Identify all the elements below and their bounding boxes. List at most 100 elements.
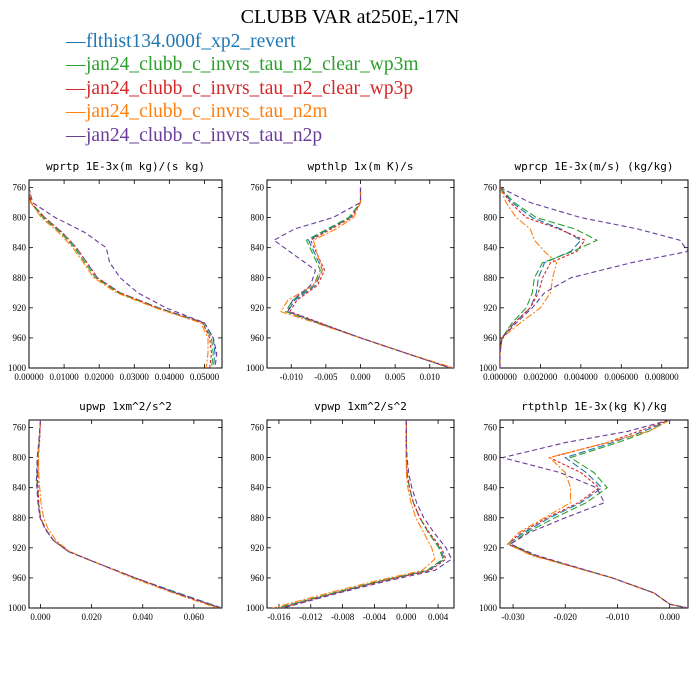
y-tick-label: 920 <box>484 303 498 313</box>
plot-frame <box>266 419 455 609</box>
y-tick-label: 960 <box>484 333 498 343</box>
x-tick-label: 0.000 <box>660 612 681 622</box>
legend-label: flthist134.000f_xp2_revert <box>86 31 296 52</box>
y-tick-label: 880 <box>13 513 27 523</box>
plot-frame <box>499 419 689 609</box>
y-tick-label: 800 <box>13 453 27 463</box>
y-tick-label: 760 <box>13 183 27 193</box>
y-tick-label: 800 <box>13 213 27 223</box>
legend-item: —flthist134.000f_xp2_revert <box>66 30 419 53</box>
plot-frame <box>266 179 455 369</box>
series-line <box>282 420 453 608</box>
panel: upwp 1xm^2/s^2 760 800 840 880 920 960 10000.00… <box>8 400 223 622</box>
panel-title: upwp 1xm^2/s^2 <box>79 400 172 413</box>
x-tick-label: 0.01000 <box>49 372 79 382</box>
panel: wprtp 1E-3x(m kg)/(s kg) 760 800 840 880 920 9… <box>8 160 223 382</box>
y-tick-label: 800 <box>251 213 265 223</box>
y-tick-label: 760 <box>484 183 498 193</box>
x-tick-label: 0.006000 <box>604 372 638 382</box>
y-tick-label: 880 <box>484 513 498 523</box>
series-line <box>500 187 582 368</box>
series-line <box>29 187 209 368</box>
x-tick-label: 0.060 <box>184 612 205 622</box>
series-line <box>37 420 221 608</box>
panel-title: wprcp 1E-3x(m/s) (kg/kg) <box>515 160 674 173</box>
x-tick-label: 0.004000 <box>564 372 598 382</box>
y-tick-label: 800 <box>251 453 265 463</box>
series-line <box>286 187 451 368</box>
x-tick-label: 0.008000 <box>645 372 679 382</box>
panel: vpwp 1xm^2/s^27608008408809209601000-0.0… <box>246 400 455 622</box>
page-title: CLUBB VAR at250E,-17N <box>240 6 460 28</box>
y-tick-label: 760 <box>251 423 265 433</box>
series-line <box>29 187 214 368</box>
x-tick-label: 0.000 <box>396 612 417 622</box>
y-tick-label: 800 <box>484 453 498 463</box>
series-line <box>36 420 222 608</box>
legend-label: jan24_clubb_c_invrs_tau_n2p <box>86 124 323 146</box>
y-tick-label: 960 <box>251 573 265 583</box>
y-tick-label: 920 <box>13 303 27 313</box>
y-tick-label: 840 <box>13 483 27 493</box>
x-tick-label: 0.00000 <box>14 372 44 382</box>
series-line <box>37 420 218 608</box>
panel: wpthlp 1x(m K)/s 760 800 840 880 920 960 1000 -0… <box>246 160 455 382</box>
series-line <box>506 420 688 608</box>
panel: wprcp 1E-3x(m/s) (kg/kg) 760 800 840 880 920 9… <box>479 160 689 382</box>
series-line <box>500 187 688 368</box>
panel-title: vpwp 1xm^2/s^2 <box>314 400 407 413</box>
x-tick-label: -0.012 <box>299 612 322 622</box>
series-line <box>278 420 446 608</box>
x-tick-label: -0.010 <box>280 372 304 382</box>
x-tick-label: 0.000000 <box>483 372 517 382</box>
panel: rtpthlp 1E-3x(kg K)/kg 760 800 840 880 920 960… <box>479 400 689 622</box>
y-tick-label: 960 <box>13 573 27 583</box>
panel-title: wprtp 1E-3x(m kg)/(s kg) <box>46 160 205 173</box>
series-line <box>506 420 688 608</box>
y-tick-label: 960 <box>484 573 498 583</box>
y-tick-label: 880 <box>484 273 498 283</box>
legend-label: jan24_clubb_c_invrs_tau_n2_clear_wp3m <box>86 54 419 76</box>
y-tick-label: 960 <box>251 333 265 343</box>
legend-item: —jan24_clubb_c_invrs_tau_n2_clear_wp3m <box>66 53 419 76</box>
x-tick-label: 0.03000 <box>120 372 150 382</box>
x-tick-label: 0.000 <box>350 372 371 382</box>
series-line <box>272 420 436 608</box>
y-tick-label: 920 <box>13 543 27 553</box>
y-tick-label: 840 <box>13 243 27 253</box>
y-tick-label: 960 <box>13 333 27 343</box>
plot-frame <box>28 179 223 369</box>
x-tick-label: 0.020 <box>82 612 103 622</box>
legend-label: jan24_clubb_c_invrs_tau_n2m <box>86 101 328 123</box>
legend: —flthist134.000f_xp2_revert —jan24_clubb… <box>66 30 419 147</box>
y-tick-label: 920 <box>251 543 265 553</box>
x-tick-label: -0.030 <box>501 612 525 622</box>
legend-item: —jan24_clubb_c_invrs_tau_n2m <box>66 100 419 123</box>
series-line <box>29 187 213 368</box>
series-line <box>500 187 558 368</box>
series-line <box>29 187 218 368</box>
x-tick-label: 0.04000 <box>155 372 185 382</box>
legend-item: —jan24_clubb_c_invrs_tau_n2p <box>66 124 419 147</box>
y-tick-label: 760 <box>484 423 498 433</box>
series-line <box>36 420 221 608</box>
x-tick-label: -0.004 <box>363 612 387 622</box>
x-tick-label: -0.020 <box>554 612 578 622</box>
x-tick-label: -0.005 <box>314 372 338 382</box>
y-tick-label: 880 <box>251 513 265 523</box>
y-tick-label: 760 <box>251 183 265 193</box>
legend-item: —jan24_clubb_c_invrs_tau_n2_clear_wp3p <box>66 77 419 100</box>
series-line <box>272 187 451 368</box>
y-tick-label: 1000 <box>246 603 265 613</box>
x-tick-label: 0.004 <box>428 612 449 622</box>
series-line <box>35 420 221 608</box>
y-tick-label: 1000 <box>479 363 498 373</box>
plot-frame <box>28 419 223 609</box>
x-tick-label: 0.002000 <box>524 372 558 382</box>
x-tick-label: 0.02000 <box>85 372 115 382</box>
x-tick-label: 0.05000 <box>190 372 220 382</box>
series-line <box>29 187 216 368</box>
series-line <box>280 187 454 368</box>
series-line <box>280 420 447 608</box>
